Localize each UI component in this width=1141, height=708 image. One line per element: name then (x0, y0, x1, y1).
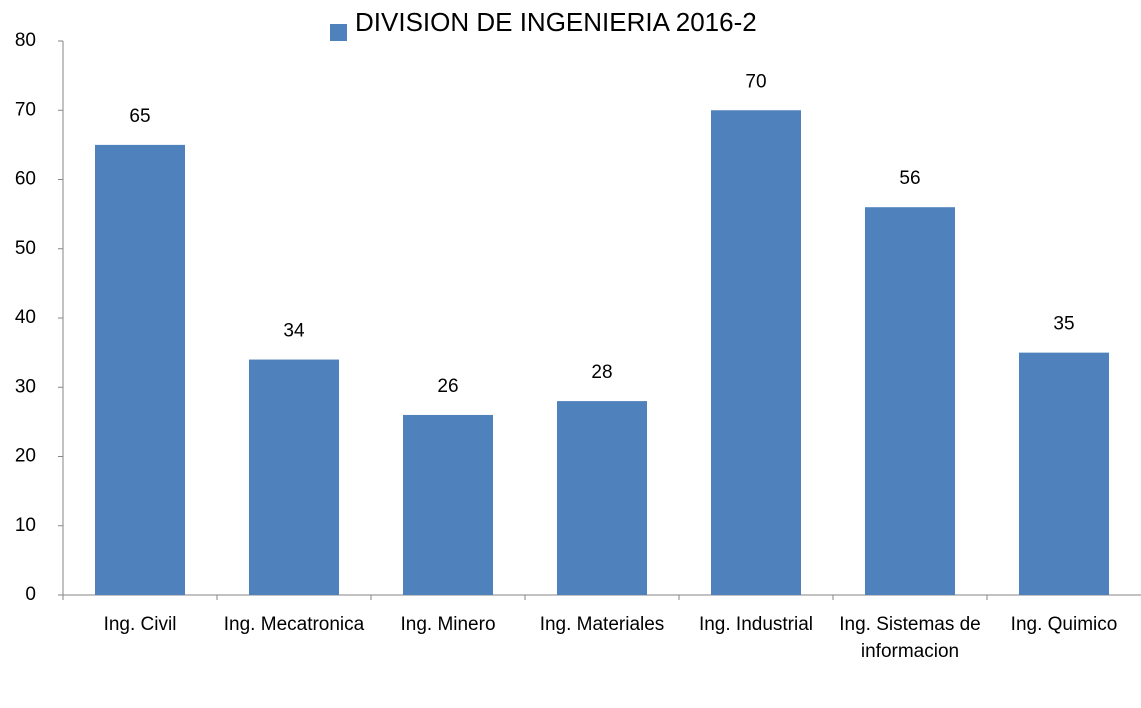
y-tick-label: 80 (15, 30, 36, 51)
x-tick-label: Ing. Civil (103, 614, 177, 635)
x-tick-label: Ing. Materiales (539, 614, 665, 635)
bar (95, 144, 185, 595)
y-tick-label: 20 (15, 446, 36, 467)
bar (557, 401, 647, 595)
y-tick-label: 70 (15, 99, 36, 120)
data-label: 35 (1053, 314, 1074, 335)
bar (865, 207, 955, 595)
x-tick-label: Ing. Industrial (698, 614, 814, 635)
bar (711, 110, 801, 595)
data-label: 56 (899, 168, 920, 189)
y-tick-label: 50 (15, 238, 36, 259)
y-tick-label: 40 (15, 307, 36, 328)
legend-swatch (330, 24, 347, 41)
x-tick-label: Ing. Sistemas de informacion (839, 614, 981, 662)
bar (403, 414, 493, 595)
y-tick-label: 30 (15, 376, 36, 397)
data-label: 34 (283, 321, 305, 342)
data-label: 28 (591, 362, 612, 383)
y-tick-label: 60 (15, 169, 36, 190)
bar (1019, 352, 1109, 595)
legend-label: DIVISION DE INGENIERIA 2016-2 (355, 7, 757, 37)
data-label: 70 (745, 71, 766, 92)
y-tick-label: 0 (25, 584, 36, 605)
x-tick-label: Ing. Minero (400, 614, 496, 635)
x-tick-label: Ing. Quimico (1010, 614, 1118, 635)
bar (249, 359, 339, 595)
x-tick-label: Ing. Mecatronica (223, 614, 365, 635)
y-tick-label: 10 (15, 515, 36, 536)
data-label: 65 (129, 106, 150, 127)
data-label: 26 (437, 376, 458, 397)
